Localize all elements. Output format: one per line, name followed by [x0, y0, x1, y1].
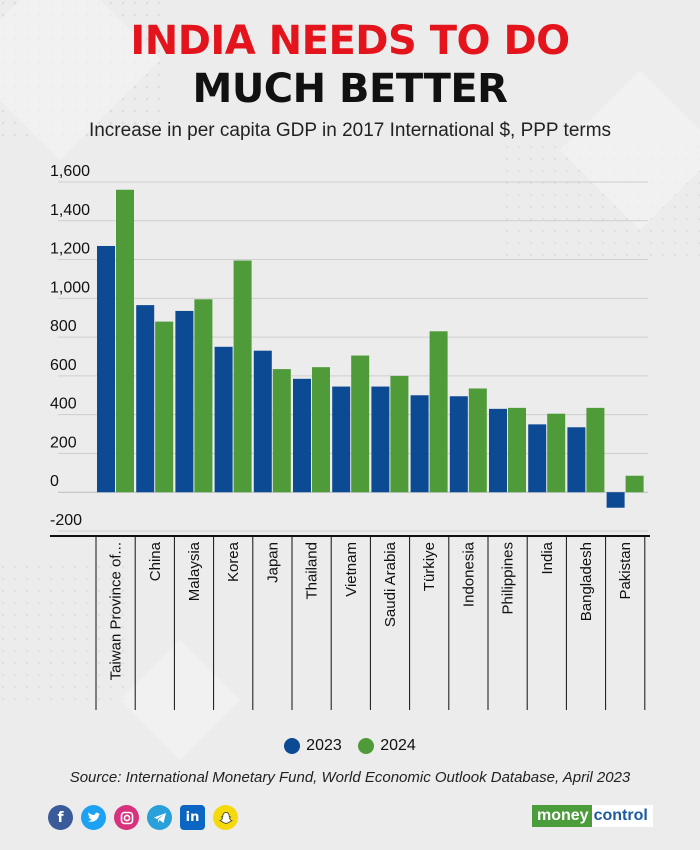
logo-part-control: control [591, 805, 653, 827]
bar-2023 [97, 245, 115, 493]
y-tick-label: 200 [50, 434, 77, 451]
x-tick-label: Philippines [500, 542, 517, 615]
instagram-icon[interactable] [114, 805, 139, 830]
legend-swatch-2024 [358, 738, 375, 754]
x-tick-label: Taiwan Province of... [108, 542, 125, 680]
x-tick-label: Türkiye [421, 542, 438, 591]
bar-2024 [312, 367, 330, 493]
legend-item-2024: 2024 [358, 737, 416, 755]
bar-2023 [410, 395, 429, 493]
legend-item-2023: 2023 [284, 737, 342, 755]
linkedin-icon[interactable]: in [180, 805, 205, 830]
y-tick-label: 1,000 [50, 279, 90, 296]
y-tick-label: 600 [50, 357, 77, 374]
x-tick-label: Korea [225, 541, 242, 582]
x-tick-label: Bangladesh [578, 542, 595, 621]
y-tick-label: 1,400 [50, 202, 90, 219]
title-line-2: MUCH BETTER [192, 66, 508, 112]
bar-2023 [371, 386, 390, 493]
y-tick-label: 400 [50, 396, 77, 413]
y-tick-label: 800 [50, 318, 77, 335]
bar-2024 [116, 189, 134, 493]
chart-subtitle: Increase in per capita GDP in 2017 Inter… [88, 120, 612, 141]
legend-swatch-2023 [284, 738, 301, 754]
x-tick-label: Vietnam [343, 542, 360, 597]
bar-2024 [586, 407, 605, 493]
bar-2024 [625, 475, 644, 493]
bar-2024 [272, 369, 291, 493]
bar-2024 [429, 331, 448, 493]
social-icons: f in [48, 805, 238, 830]
bar-2023 [214, 346, 233, 493]
x-tick-label: Indonesia [460, 541, 477, 607]
x-tick-label: Malaysia [186, 541, 203, 601]
y-tick-label: 1,200 [50, 241, 90, 258]
y-tick-label: 1,600 [50, 163, 90, 180]
bar-2024 [233, 260, 252, 493]
bar-chart: 1,600 1,400 1,200 1,000 800 600 400 200 0 -200 Tai… [50, 163, 650, 710]
logo-part-money: money [532, 805, 592, 827]
bar-2023 [489, 408, 507, 493]
bar-2023 [253, 350, 272, 493]
bar-2023 [293, 378, 311, 493]
snapchat-icon[interactable] [213, 805, 238, 830]
bar-2024 [351, 355, 370, 493]
bar-2024 [390, 375, 409, 493]
legend-label-2023: 2023 [306, 737, 342, 754]
twitter-icon[interactable] [81, 805, 106, 830]
bar-2024 [508, 407, 526, 493]
facebook-icon[interactable]: f [48, 805, 73, 830]
legend: 2023 2024 [0, 737, 700, 759]
bar-2023 [606, 492, 625, 508]
bar-2024 [547, 413, 566, 493]
bar-2024 [468, 388, 487, 493]
bar-2023 [136, 305, 155, 493]
bar-2024 [194, 299, 213, 493]
x-tick-label: Thailand [304, 542, 321, 600]
x-tick-label: India [539, 541, 556, 574]
bar-2023 [567, 427, 586, 493]
bar-2023 [528, 424, 547, 493]
bar-2023 [332, 386, 351, 493]
y-tick-label: -200 [50, 512, 82, 529]
x-tick-label: Saudi Arabia [382, 541, 399, 627]
bar-2023 [175, 310, 194, 493]
source-note: Source: International Monetary Fund, Wor… [69, 769, 631, 786]
title-line-1: INDIA NEEDS TO DO [130, 18, 570, 64]
x-tick-label: Pakistan [617, 542, 634, 600]
legend-label-2024: 2024 [380, 737, 416, 754]
bar-2023 [449, 396, 468, 493]
bar-2024 [155, 321, 174, 493]
telegram-icon[interactable] [147, 805, 172, 830]
y-tick-label: 0 [50, 473, 59, 490]
x-tick-label: China [147, 541, 164, 581]
moneycontrol-logo[interactable]: money control [532, 805, 653, 827]
x-tick-label: Japan [264, 542, 281, 583]
